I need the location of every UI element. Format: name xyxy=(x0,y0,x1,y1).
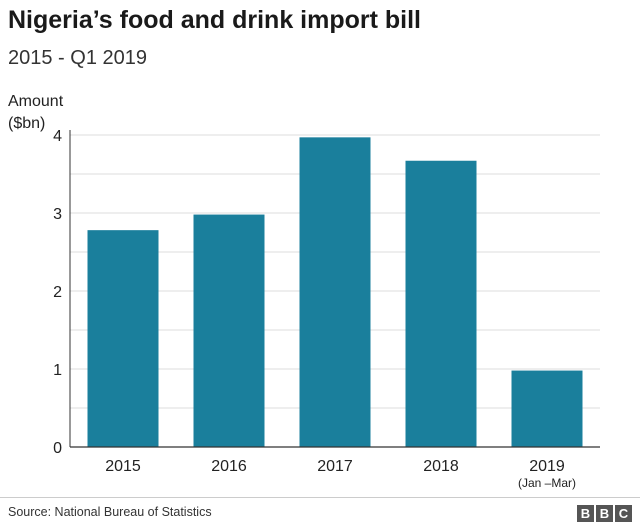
y-tick-label: 1 xyxy=(53,362,62,379)
bar-2015 xyxy=(87,230,159,447)
y-tick-label: 2 xyxy=(53,284,62,301)
y-tick-label: 4 xyxy=(53,128,62,145)
bbc-logo-letter-2: B xyxy=(596,505,613,522)
x-tick-label: 2015 xyxy=(105,458,141,475)
x-tick-label: 2016 xyxy=(211,458,247,475)
y-tick-label: 3 xyxy=(53,206,62,223)
source-note: Source: National Bureau of Statistics xyxy=(8,505,212,519)
bbc-logo: B B C xyxy=(577,505,632,522)
bar-2016 xyxy=(193,214,265,447)
x-tick-label: 2018 xyxy=(423,458,459,475)
y-axis-label-line-1: Amount xyxy=(8,93,64,110)
bar-2019 xyxy=(511,370,583,447)
bar-2018 xyxy=(405,160,477,448)
bar-chart: 0 1 2 3 4 2015 2016 2017 2018 2019(Jan –Mar) xyxy=(53,128,600,490)
y-axis-label-line-2: ($bn) xyxy=(8,115,46,132)
x-tick-label: 2019 xyxy=(529,458,565,475)
y-axis-label: Amount ($bn) xyxy=(8,91,63,135)
bbc-logo-letter-3: C xyxy=(615,505,632,522)
bar-2017 xyxy=(299,137,371,447)
x-tick-label: 2017 xyxy=(317,458,353,475)
chart-subtitle: 2015 - Q1 2019 xyxy=(8,47,147,69)
footer-divider xyxy=(0,497,640,498)
bbc-logo-letter-1: B xyxy=(577,505,594,522)
chart-title: Nigeria’s food and drink import bill xyxy=(8,6,421,34)
x-tick-sublabel: (Jan –Mar) xyxy=(518,476,576,490)
y-tick-label: 0 xyxy=(53,440,62,457)
